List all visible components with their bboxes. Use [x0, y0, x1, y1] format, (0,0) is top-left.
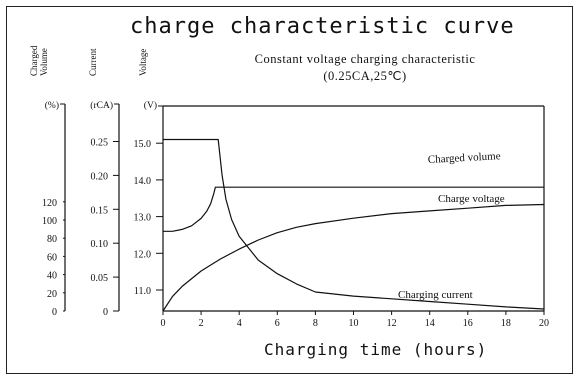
series-line-current: [163, 138, 545, 310]
x-tick-label-4: 8: [313, 318, 318, 329]
tick-label-voltage-2: 13.0: [134, 213, 152, 224]
tick-label-volume-3: 60: [47, 252, 57, 263]
axis-name-current-0: Current: [88, 48, 98, 76]
axis-unit-volume: (%): [45, 100, 59, 111]
tick-label-current-0: 0: [103, 307, 108, 318]
tick-label-voltage-1: 12.0: [134, 249, 152, 260]
x-tick-label-9: 18: [501, 318, 511, 329]
tick-label-volume-5: 100: [42, 216, 57, 227]
tick-label-voltage-4: 15.0: [134, 139, 152, 150]
x-tick-label-5: 10: [349, 318, 359, 329]
axis-name-volume-0: Charged: [29, 45, 39, 76]
tick-label-current-5: 0.25: [91, 138, 109, 149]
x-tick-label-7: 14: [425, 318, 435, 329]
axis-unit-current: (rCA): [90, 100, 113, 111]
x-tick-label-2: 4: [237, 318, 242, 329]
chart-frame: [6, 6, 573, 374]
x-tick-label-3: 6: [275, 318, 280, 329]
series-line-voltage: [163, 186, 544, 232]
tick-label-current-3: 0.15: [91, 205, 109, 216]
tick-label-current-2: 0.10: [91, 239, 109, 250]
x-axis-label: Charging time (hours): [264, 340, 488, 359]
tick-label-voltage-3: 14.0: [134, 176, 152, 187]
series-label-0: Charged volume: [428, 150, 501, 166]
tick-label-volume-2: 40: [47, 271, 57, 282]
x-tick-label-10: 20: [539, 318, 549, 329]
series-label-1: Charge voltage: [438, 193, 505, 205]
axis-unit-voltage: (V): [144, 100, 157, 111]
tick-label-volume-6: 120: [42, 198, 57, 209]
tick-label-volume-1: 20: [47, 289, 57, 300]
chart-subtitle-line2: (0.25CA,25℃): [323, 69, 407, 83]
tick-label-volume-0: 0: [52, 307, 57, 318]
x-tick-label-6: 12: [387, 318, 397, 329]
x-tick-label-0: 0: [161, 318, 166, 329]
tick-label-voltage-0: 11.0: [134, 286, 151, 297]
tick-label-current-1: 0.05: [91, 273, 109, 284]
tick-label-current-4: 0.20: [91, 171, 109, 182]
series-line-volume: [162, 203, 545, 312]
x-tick-label-8: 16: [463, 318, 473, 329]
axis-name-volume-1: Volume: [39, 48, 49, 76]
series-label-2: Charging current: [398, 289, 473, 301]
axis-name-voltage-0: Voltage: [138, 49, 148, 76]
chart-title: charge characteristic curve: [130, 14, 515, 39]
tick-label-volume-4: 80: [47, 234, 57, 245]
chart-subtitle-line1: Constant voltage charging characteristic: [254, 52, 476, 66]
x-tick-label-1: 2: [199, 318, 204, 329]
